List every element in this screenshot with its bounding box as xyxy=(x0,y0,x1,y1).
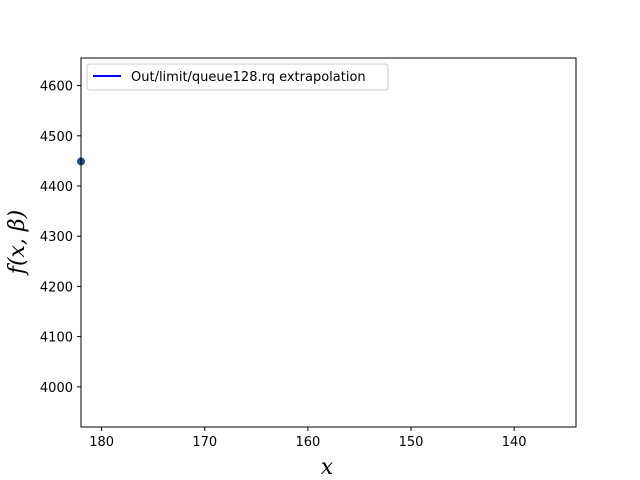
x-tick-label: 170 xyxy=(192,435,217,450)
x-axis: 180 170 160 150 140 xyxy=(89,427,527,450)
y-tick-label: 4400 xyxy=(40,180,73,195)
y-tick-label: 4000 xyxy=(40,381,73,396)
y-tick-label: 4100 xyxy=(40,331,73,346)
y-tick-label: 4300 xyxy=(40,230,73,245)
y-axis: 4000 4100 4200 4300 4400 4500 4600 xyxy=(40,80,81,396)
legend-box xyxy=(86,63,389,91)
y-axis-title: f(x, β) xyxy=(5,210,30,276)
plot-background xyxy=(81,58,576,427)
y-tick-label: 4600 xyxy=(40,80,73,95)
x-axis-title: x xyxy=(321,455,334,480)
y-tick-label: 4500 xyxy=(40,130,73,145)
legend-label: Out/limit/queue128.rq extrapolation xyxy=(131,70,366,85)
y-tick-label: 4200 xyxy=(40,280,73,295)
plot-frame xyxy=(80,57,577,428)
legend: Out/limit/queue128.rq extrapolation xyxy=(86,63,389,91)
x-tick-label: 180 xyxy=(89,435,114,450)
x-tick-label: 140 xyxy=(502,435,527,450)
x-tick-label: 150 xyxy=(399,435,424,450)
x-tick-label: 160 xyxy=(295,435,320,450)
